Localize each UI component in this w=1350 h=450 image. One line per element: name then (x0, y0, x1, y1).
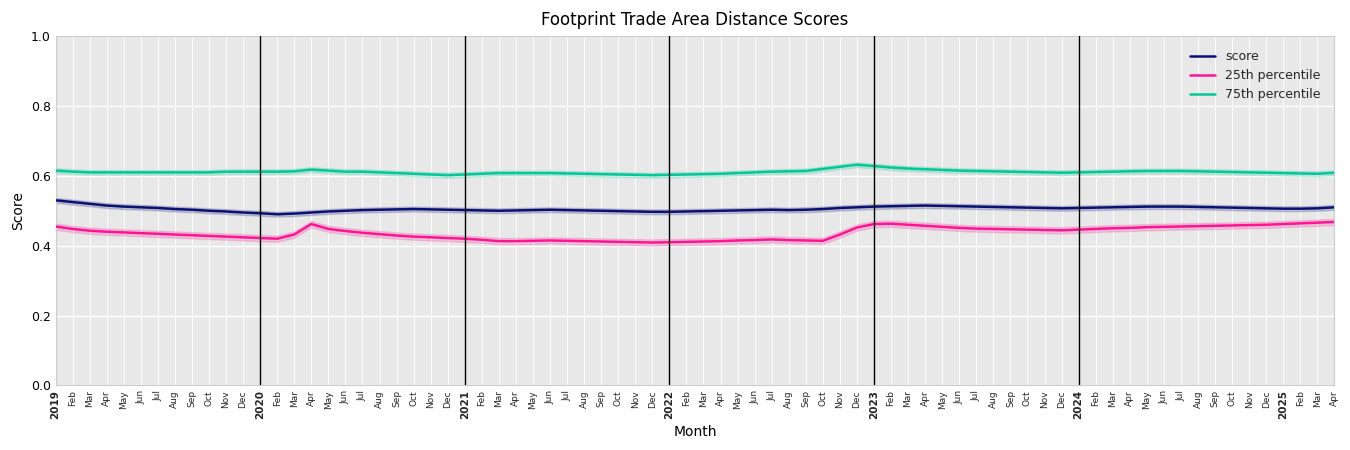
Legend: score, 25th percentile, 75th percentile: score, 25th percentile, 75th percentile (1183, 42, 1328, 109)
25th percentile (47, 224, 63, 229)
75th percentile (508, 171, 524, 176)
score (1326, 205, 1342, 210)
25th percentile (883, 221, 899, 226)
75th percentile (849, 162, 865, 167)
Line: 25th percentile: 25th percentile (55, 222, 1334, 243)
75th percentile (1104, 169, 1120, 175)
75th percentile (1326, 170, 1342, 176)
25th percentile (491, 238, 508, 244)
25th percentile (1088, 226, 1104, 232)
25th percentile (644, 240, 660, 245)
score (269, 212, 285, 217)
score (1088, 205, 1104, 210)
Y-axis label: Score: Score (11, 191, 26, 230)
25th percentile (167, 232, 184, 237)
score (167, 207, 184, 212)
75th percentile (440, 172, 456, 178)
X-axis label: Month: Month (674, 425, 717, 439)
75th percentile (47, 168, 63, 173)
Title: Footprint Trade Area Distance Scores: Footprint Trade Area Distance Scores (541, 11, 849, 29)
75th percentile (934, 167, 950, 173)
25th percentile (917, 223, 933, 229)
score (883, 203, 899, 209)
25th percentile (729, 238, 745, 243)
75th percentile (167, 170, 184, 175)
25th percentile (1326, 219, 1342, 225)
score (47, 198, 63, 203)
Line: 75th percentile: 75th percentile (55, 165, 1334, 175)
75th percentile (900, 166, 917, 171)
score (729, 208, 745, 213)
Line: score: score (55, 200, 1334, 214)
score (917, 203, 933, 208)
75th percentile (729, 171, 745, 176)
score (508, 208, 524, 213)
